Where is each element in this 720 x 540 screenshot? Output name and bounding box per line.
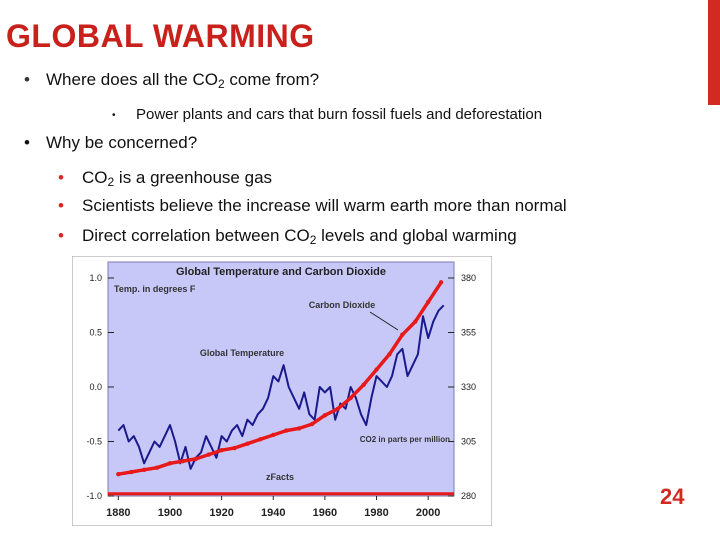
plot-background [107, 261, 455, 497]
bullet-greenhouse: • CO2 is a greenhouse gas [58, 168, 272, 189]
co2-point [374, 367, 379, 372]
co2-point [141, 467, 147, 473]
bullet-text: Why be concerned? [46, 133, 198, 152]
co2-point [309, 421, 315, 427]
bullet-answer-source: • Power plants and cars that burn fossil … [112, 106, 542, 123]
annotation-co2-unit: CO2 in parts per million [360, 435, 450, 444]
annotation-co2-label: Carbon Dioxide [309, 300, 376, 310]
co2-point [348, 395, 353, 401]
co2-point [335, 406, 341, 411]
co2-point [283, 428, 289, 433]
series-line-global-temperature [117, 304, 445, 470]
page-number: 24 [660, 484, 685, 509]
bullet-dot: • [58, 196, 64, 215]
annotation-co2-arrow [369, 311, 399, 331]
bullet-dot: • [58, 226, 64, 245]
bullet-question-source: • Where does all the CO2 come from? [24, 70, 319, 91]
y-left-tick-label: 0.5 [89, 328, 102, 338]
bullet-text: Power plants and cars that burn fossil f… [136, 106, 543, 123]
temperature-co2-chart: Global Temperature and Carbon Dioxide 1.0… [71, 255, 493, 527]
co2-point [296, 426, 302, 431]
y-left-tick-label: -1.0 [86, 491, 102, 501]
x-tick-label: 1900 [158, 507, 182, 519]
bullet-correlation: • Direct correlation between CO2 levels a… [58, 226, 517, 247]
y-right-tick-label: 305 [461, 437, 476, 447]
co2-point [180, 458, 186, 464]
x-tick-label: 1880 [106, 507, 130, 519]
annotation-global-temp-label: Global Temperature [200, 348, 284, 358]
bullet-dot: • [112, 109, 116, 121]
x-tick-label: 1980 [364, 507, 388, 519]
bullet-text: Scientists believe the increase will war… [82, 196, 567, 215]
co2-point [232, 445, 237, 451]
co2-point [387, 352, 392, 357]
co2-point [361, 382, 366, 388]
co2-point [167, 461, 173, 466]
co2-point [425, 299, 431, 305]
co2-point [154, 465, 160, 470]
co2-point [219, 448, 224, 453]
y-right-tick-label: 380 [461, 273, 476, 283]
bullet-text: Direct correlation between CO2 levels an… [82, 226, 517, 247]
co2-point [271, 432, 276, 438]
slide-title: GLOBAL WARMING [6, 18, 315, 54]
bullet-dot: • [24, 70, 30, 89]
y-right-tick-label: 355 [461, 328, 476, 338]
annotation-source: zFacts [266, 472, 294, 482]
co2-point [245, 441, 250, 446]
co2-point [413, 319, 418, 324]
co2-point [129, 469, 134, 475]
co2-point [322, 413, 328, 418]
chart-svg: Global Temperature and Carbon Dioxide 1.0… [71, 255, 493, 527]
bullet-text: CO2 is a greenhouse gas [82, 168, 273, 189]
x-tick-label: 2000 [416, 507, 440, 519]
series-line-carbon-dioxide [118, 281, 443, 476]
bullet-scientists: • Scientists believe the increase will wa… [58, 196, 567, 216]
co2-point [400, 332, 405, 337]
bullet-dot: • [58, 168, 64, 187]
accent-bar [708, 0, 720, 105]
co2-point [258, 437, 263, 442]
y-right-tick-label: 280 [461, 491, 476, 501]
co2-point [193, 456, 198, 462]
co2-point [438, 280, 444, 285]
y-left-tick-label: 1.0 [89, 273, 102, 283]
chart-title: Global Temperature and Carbon Dioxide [176, 266, 386, 278]
co2-point [116, 472, 121, 477]
bullet-question-concern: • Why be concerned? [24, 133, 197, 153]
x-tick-label: 1960 [313, 507, 337, 519]
y-right-tick-label: 330 [461, 382, 476, 392]
x-tick-label: 1920 [209, 507, 233, 519]
co2-point [206, 452, 211, 457]
x-tick-label: 1940 [261, 507, 285, 519]
y-left-tick-label: -0.5 [86, 437, 102, 447]
bullet-text: Where does all the CO2 come from? [46, 70, 320, 91]
annotation-temp-unit: Temp. in degrees F [114, 284, 196, 294]
y-left-tick-label: 0.0 [89, 382, 102, 392]
bullet-dot: • [24, 133, 30, 152]
